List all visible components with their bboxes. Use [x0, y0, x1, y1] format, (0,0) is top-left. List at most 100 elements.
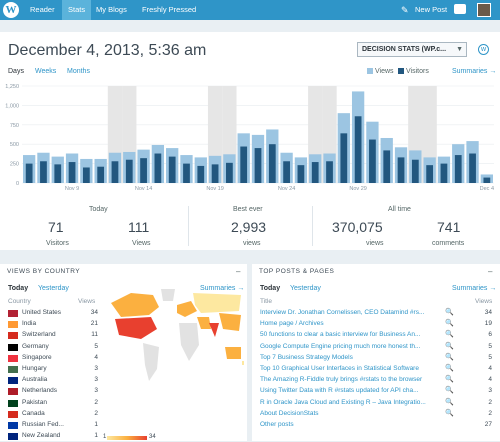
wp-site-icon[interactable]: w [478, 44, 489, 55]
new-post-button[interactable]: New Post [415, 5, 448, 14]
visitors-bar[interactable] [140, 158, 147, 183]
post-title-link[interactable]: Other posts [260, 421, 294, 428]
post-row[interactable]: The Amazing R-Fiddle truly brings #rstat… [252, 375, 500, 386]
visitors-bar[interactable] [183, 163, 190, 183]
post-row[interactable]: Top 10 Graphical User Interfaces in Stat… [252, 364, 500, 375]
wordpress-logo-icon[interactable]: W [3, 2, 19, 18]
post-title-link[interactable]: Interview Dr. Jonathan Cornelissen, CEO … [260, 309, 425, 316]
visitors-bar[interactable] [369, 139, 376, 183]
visitors-bar[interactable] [40, 161, 47, 183]
visitors-bar[interactable] [97, 166, 105, 183]
nav-stats[interactable]: Stats [62, 0, 92, 20]
visitors-bar[interactable] [254, 148, 262, 183]
posts-tab-yesterday[interactable]: Yesterday [290, 285, 321, 292]
country-row[interactable]: Singapore 4 [0, 353, 100, 364]
posts-summaries-link[interactable]: Summaries → [452, 285, 497, 292]
visitors-bar[interactable] [211, 164, 219, 183]
post-row[interactable]: Google Compute Engine pricing much more … [252, 342, 500, 353]
post-row[interactable]: 50 functions to clear a basic interview … [252, 330, 500, 341]
visitors-bar[interactable] [82, 167, 90, 183]
tab-weeks[interactable]: Weeks [35, 68, 57, 75]
visitors-bar[interactable] [397, 157, 405, 183]
post-row[interactable]: Other posts 27 [252, 420, 500, 431]
country-row[interactable]: Germany 5 [0, 342, 100, 353]
post-row[interactable]: R in Oracle Java Cloud and Existing R – … [252, 398, 500, 409]
country-row[interactable]: New Zealand 1 [0, 431, 100, 442]
tab-days[interactable]: Days [8, 68, 24, 75]
post-title-link[interactable]: Top 10 Graphical User Interfaces in Stat… [260, 365, 419, 372]
avatar[interactable] [477, 3, 491, 17]
post-title-link[interactable]: Using Twitter Data with R #rstats update… [260, 387, 419, 395]
country-row[interactable]: Switzerland 11 [0, 330, 100, 341]
country-tab-today[interactable]: Today [8, 285, 29, 292]
collapse-icon[interactable]: – [236, 267, 241, 276]
visitors-bar[interactable] [340, 133, 348, 183]
visitors-bar[interactable] [283, 161, 290, 183]
visitors-bar[interactable] [25, 163, 33, 183]
nav-freshly-pressed[interactable]: Freshly Pressed [142, 5, 197, 14]
country-row[interactable]: Russian Fed... 1 [0, 420, 100, 431]
visitors-bar[interactable] [197, 165, 205, 183]
nav-reader[interactable]: Reader [30, 5, 55, 14]
visitors-bar[interactable] [297, 165, 305, 183]
country-row[interactable]: Hungary 3 [0, 364, 100, 375]
post-row[interactable]: Interview Dr. Jonathan Cornelissen, CEO … [252, 308, 500, 319]
magnify-icon[interactable]: 🔍 [445, 398, 454, 406]
summaries-link[interactable]: Summaries → [452, 68, 497, 75]
post-row[interactable]: Home page / Archives 🔍 19 [252, 319, 500, 330]
posts-tab-today[interactable]: Today [260, 285, 281, 292]
visitors-bar[interactable] [154, 153, 162, 183]
magnify-icon[interactable]: 🔍 [445, 353, 454, 361]
country-row[interactable]: Pakistan 2 [0, 398, 100, 409]
visitors-bar[interactable] [111, 161, 119, 183]
country-tab-yesterday[interactable]: Yesterday [38, 285, 69, 292]
post-row[interactable]: About DecisionStats 🔍 2 [252, 409, 500, 420]
post-row[interactable]: Using Twitter Data with R #rstats update… [252, 386, 500, 397]
visitors-bar[interactable] [354, 116, 362, 183]
post-title-link[interactable]: About DecisionStats [260, 409, 319, 417]
magnify-icon[interactable]: 🔍 [445, 409, 454, 417]
visitors-bar[interactable] [326, 161, 333, 183]
country-row[interactable]: United States 34 [0, 308, 100, 319]
magnify-icon[interactable]: 🔍 [445, 387, 454, 395]
magnify-icon[interactable]: 🔍 [445, 342, 454, 350]
magnify-icon[interactable]: 🔍 [445, 309, 454, 316]
post-title-link[interactable]: The Amazing R-Fiddle truly brings #rstat… [260, 376, 423, 384]
site-select[interactable]: DECISION STATS (WP.c... ▼ [357, 42, 467, 57]
tab-months[interactable]: Months [67, 68, 90, 75]
country-summaries-link[interactable]: Summaries → [200, 285, 245, 292]
visitors-bar[interactable] [226, 162, 233, 183]
visitors-bar[interactable] [268, 144, 276, 183]
pencil-icon[interactable]: ✎ [401, 5, 409, 15]
visitors-bar[interactable] [240, 146, 248, 183]
post-row[interactable]: Top 7 Business Strategy Models 🔍 5 [252, 353, 500, 364]
visitors-bar[interactable] [469, 153, 476, 183]
collapse-icon[interactable]: – [488, 267, 493, 276]
post-title-link[interactable]: 50 functions to clear a basic interview … [260, 331, 421, 339]
country-row[interactable]: Australia 3 [0, 375, 100, 386]
post-title-link[interactable]: Google Compute Engine pricing much more … [260, 342, 421, 350]
post-title-link[interactable]: Top 7 Business Strategy Models [260, 353, 353, 361]
country-row[interactable]: Canada 2 [0, 409, 100, 420]
country-row[interactable]: India 21 [0, 319, 100, 330]
magnify-icon[interactable]: 🔍 [445, 320, 454, 328]
notifications-icon[interactable] [454, 4, 466, 14]
country-row[interactable]: Netherlands 3 [0, 386, 100, 397]
nav-my-blogs[interactable]: My Blogs [96, 5, 127, 14]
visitors-bar[interactable] [383, 150, 391, 183]
visitors-bar[interactable] [54, 164, 62, 183]
visitors-bar[interactable] [68, 162, 76, 183]
visitors-bar[interactable] [426, 165, 434, 183]
visitors-bar[interactable] [483, 177, 491, 183]
visitors-bar[interactable] [125, 159, 133, 183]
magnify-icon[interactable]: 🔍 [445, 331, 454, 339]
visitors-bar[interactable] [311, 162, 319, 183]
post-title-link[interactable]: Home page / Archives [260, 320, 324, 328]
magnify-icon[interactable]: 🔍 [445, 365, 454, 372]
visitors-bar[interactable] [454, 155, 462, 183]
visitors-bar[interactable] [168, 156, 176, 183]
visitors-bar[interactable] [411, 159, 419, 183]
visitors-bar[interactable] [440, 163, 448, 183]
magnify-icon[interactable]: 🔍 [445, 376, 454, 384]
post-title-link[interactable]: R in Oracle Java Cloud and Existing R – … [260, 398, 426, 406]
